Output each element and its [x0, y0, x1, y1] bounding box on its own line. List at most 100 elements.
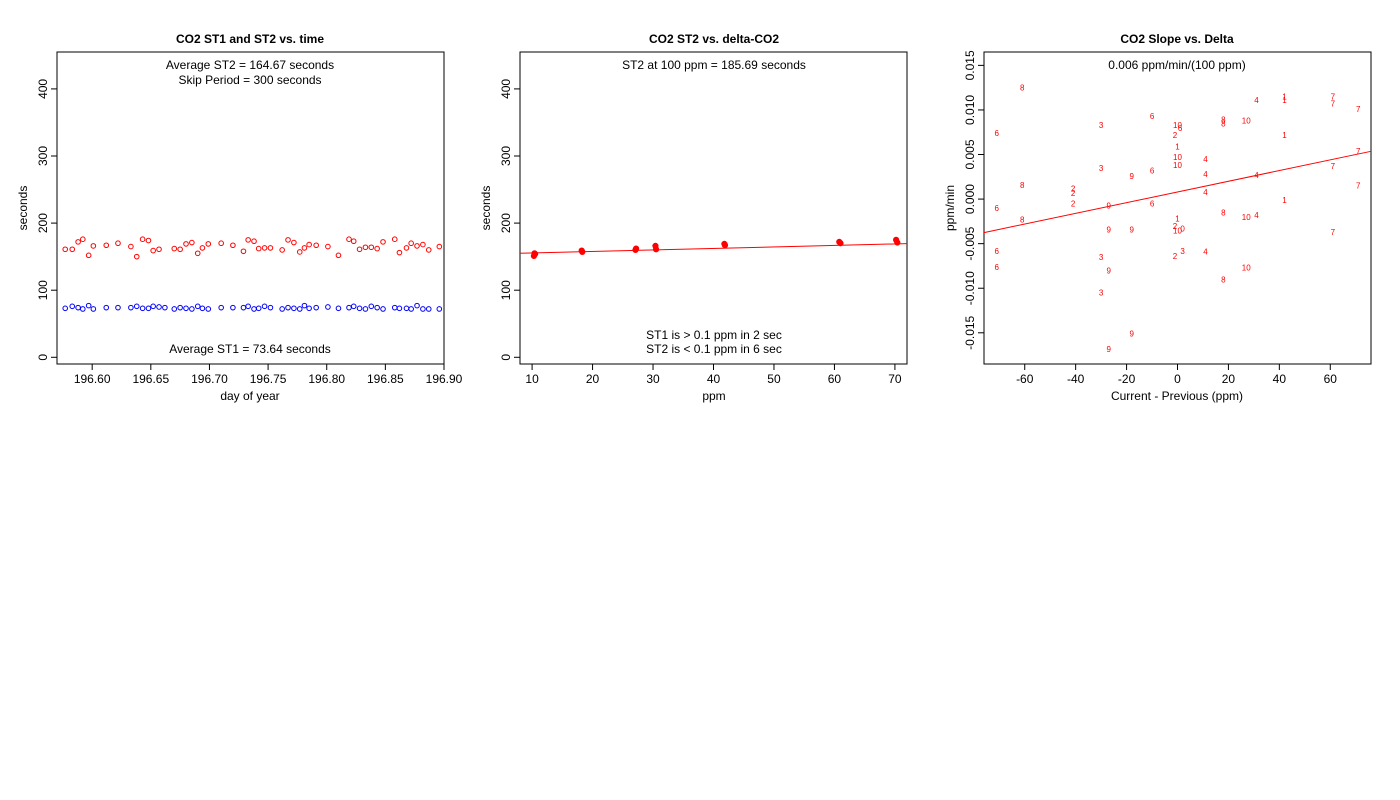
x-tick-label: 196.80	[308, 372, 345, 386]
data-point-st1	[291, 305, 297, 312]
data-point-label: 7	[1331, 93, 1336, 102]
data-point-st1	[391, 304, 398, 311]
data-point-label: 4	[1254, 96, 1259, 105]
data-point-label: 2	[1071, 184, 1076, 193]
data-point-st1	[285, 304, 291, 311]
data-point-st1	[75, 304, 81, 311]
data-point-st2	[90, 243, 97, 249]
data-point-label: 8	[1020, 84, 1025, 93]
data-point-st1	[156, 304, 162, 310]
x-tick-label: 40	[1273, 372, 1287, 386]
data-point-st2	[374, 245, 380, 252]
data-point-st1	[115, 304, 121, 311]
data-point-label: 4	[1203, 170, 1208, 179]
x-tick-label: 70	[888, 372, 902, 386]
data-point-st2	[139, 236, 146, 242]
data-point-st2	[115, 240, 121, 247]
data-point-st2	[279, 247, 285, 253]
y-axis-label: ppm/min	[943, 185, 957, 231]
data-point-label: 10	[1242, 117, 1251, 126]
data-point-st2	[255, 245, 262, 252]
annotation-average-st1: Average ST1 = 73.64 seconds	[169, 342, 331, 356]
data-point-label: 9	[1107, 201, 1112, 210]
x-axis-label: Current - Previous (ppm)	[1111, 389, 1243, 403]
data-point-label: 1	[1175, 142, 1180, 151]
data-point-label: 1	[1282, 131, 1287, 140]
data-point-label: 10	[1242, 264, 1251, 273]
x-tick-label: 196.85	[367, 372, 404, 386]
x-axis-label: ppm	[702, 389, 725, 403]
data-point-st1	[325, 304, 331, 310]
data-point-st2	[391, 236, 398, 242]
x-tick-label: 60	[828, 372, 842, 386]
data-point-st1	[396, 305, 403, 312]
data-point-st2	[189, 239, 195, 246]
data-point-st2	[313, 242, 319, 249]
y-tick-label: 400	[499, 79, 513, 99]
x-tick-label: -20	[1118, 372, 1136, 386]
data-point-st1	[162, 304, 168, 311]
data-point-label: 4	[1203, 248, 1208, 257]
data-point-label: 9	[1129, 225, 1134, 234]
data-point-label: 7	[1356, 182, 1361, 191]
x-axis-label: day of year	[220, 389, 279, 403]
data-point-label: 0	[1180, 225, 1185, 234]
data-point-st1	[240, 304, 247, 311]
data-point-st1	[177, 304, 183, 311]
data-point-st2	[251, 238, 257, 245]
data-point-st2	[133, 253, 140, 260]
y-tick-label: 0.005	[963, 139, 977, 169]
data-point-st2	[291, 239, 297, 246]
data-point-st1	[255, 305, 262, 312]
y-axis: 0 100 200 300 400	[499, 79, 521, 361]
data-point-label: 3	[1099, 121, 1104, 130]
x-tick-label: 196.90	[426, 372, 463, 386]
fit-line	[519, 243, 908, 254]
data-point-label: 2	[1173, 131, 1178, 140]
data-point-label: 2	[1173, 222, 1178, 231]
data-point-st2	[380, 239, 386, 245]
data-point-label: 9	[1107, 225, 1112, 234]
x-tick-label: 10	[525, 372, 539, 386]
data-point-st2	[199, 245, 206, 251]
data-point-st1	[425, 306, 432, 312]
x-tick-label: 40	[707, 372, 721, 386]
data-point-st2	[652, 246, 660, 253]
data-point-label: 3	[1099, 253, 1104, 262]
data-point-st1	[103, 304, 110, 311]
data-points	[62, 236, 443, 312]
data-point-st1	[69, 303, 76, 310]
data-point-st1	[230, 304, 236, 311]
data-point-label: 2	[1071, 200, 1076, 209]
data-point-st2	[267, 245, 274, 251]
data-point-st2	[230, 242, 236, 249]
data-point-label: 4	[1254, 171, 1259, 180]
data-point-st1	[189, 306, 195, 312]
data-point-label: 8	[1221, 275, 1226, 284]
chart-panel-st1-st2-vs-time: CO2 ST1 and ST2 vs. time day of year sec…	[16, 32, 463, 403]
data-point-st2	[150, 247, 156, 254]
data-point-st1	[313, 304, 319, 311]
data-point-st1	[150, 303, 156, 310]
data-point-st1	[267, 304, 274, 311]
data-point-label: 3	[1099, 289, 1104, 298]
annotation-st2-at-100ppm: ST2 at 100 ppm = 185.69 seconds	[622, 58, 806, 72]
x-tick-label: 196.65	[132, 372, 169, 386]
x-tick-label: 20	[586, 372, 600, 386]
data-point-st1	[205, 306, 212, 312]
data-point-st1	[279, 306, 285, 312]
data-point-st2	[301, 245, 308, 251]
data-point-st1	[356, 305, 363, 312]
data-point-label: 8	[1221, 116, 1226, 125]
annotation-st1-threshold: ST1 is > 0.1 ppm in 2 sec	[646, 328, 782, 342]
data-point-label: 10	[1173, 121, 1182, 130]
fit-line	[983, 150, 1372, 234]
data-point-st2	[414, 243, 420, 249]
y-tick-label: 300	[499, 146, 513, 166]
y-tick-label: 0	[36, 354, 50, 361]
x-tick-label: -60	[1016, 372, 1034, 386]
data-point-st2	[579, 248, 586, 256]
data-point-st2	[403, 245, 410, 251]
data-point-st1	[306, 305, 312, 312]
